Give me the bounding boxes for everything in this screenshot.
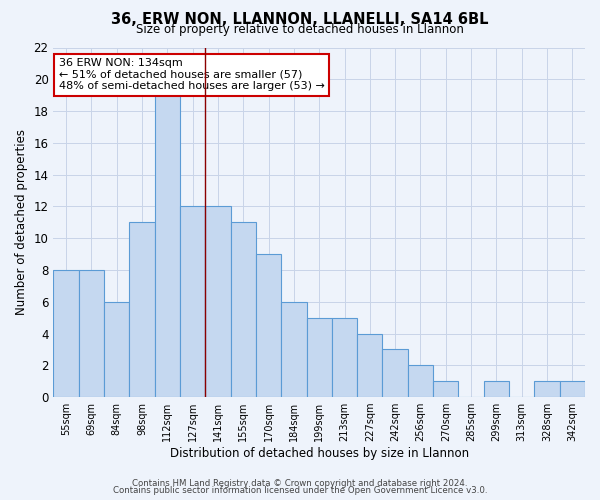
Bar [104,302,130,397]
Y-axis label: Number of detached properties: Number of detached properties [15,130,28,316]
Bar [281,302,307,397]
X-axis label: Distribution of detached houses by size in Llannon: Distribution of detached houses by size … [170,447,469,460]
Bar [230,222,256,397]
Text: Size of property relative to detached houses in Llannon: Size of property relative to detached ho… [136,22,464,36]
Bar [408,366,433,397]
Bar [205,206,230,397]
Bar [256,254,281,397]
Text: 36 ERW NON: 134sqm
← 51% of detached houses are smaller (57)
48% of semi-detache: 36 ERW NON: 134sqm ← 51% of detached hou… [59,58,325,91]
Bar [382,350,408,397]
Bar [357,334,382,397]
Bar [433,381,458,397]
Text: 36, ERW NON, LLANNON, LLANELLI, SA14 6BL: 36, ERW NON, LLANNON, LLANELLI, SA14 6BL [111,12,489,28]
Bar [180,206,205,397]
Bar [332,318,357,397]
Bar [484,381,509,397]
Bar [155,95,180,397]
Bar [130,222,155,397]
Bar [560,381,585,397]
Bar [79,270,104,397]
Text: Contains HM Land Registry data © Crown copyright and database right 2024.: Contains HM Land Registry data © Crown c… [132,478,468,488]
Bar [535,381,560,397]
Bar [307,318,332,397]
Bar [53,270,79,397]
Text: Contains public sector information licensed under the Open Government Licence v3: Contains public sector information licen… [113,486,487,495]
